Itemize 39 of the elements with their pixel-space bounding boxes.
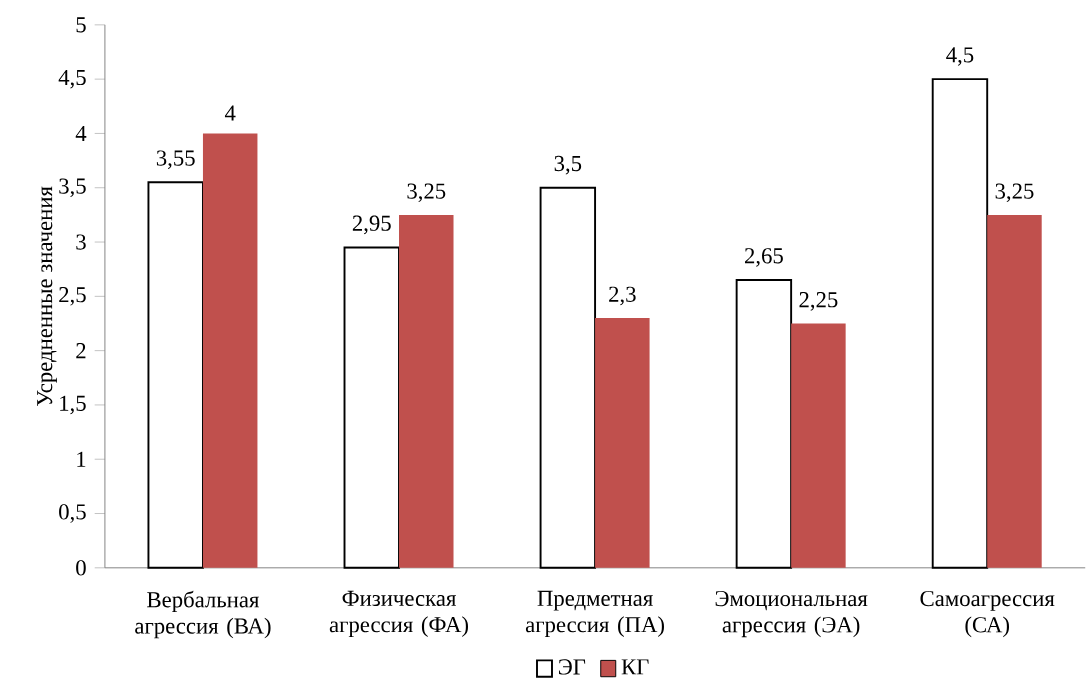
y-tick-label: 2,5 [59, 287, 86, 306]
bar [399, 214, 454, 568]
y-tick-label: 0,5 [59, 504, 86, 523]
y-tick-label: 1,5 [60, 395, 86, 415]
data-label: 2,95 [352, 215, 391, 235]
bar [987, 214, 1042, 568]
x-tick-label: Самоагрессия (СА) [920, 590, 1055, 638]
y-tick-label: 5 [76, 17, 86, 33]
data-label: 2,25 [799, 292, 838, 311]
data-label: 4,5 [946, 47, 974, 66]
bar [343, 246, 400, 569]
y-tick-label: 3,5 [59, 178, 86, 198]
y-axis-title: Усредненные значения [37, 186, 57, 406]
y-tick-label: 4 [75, 125, 87, 141]
bar [539, 186, 597, 569]
y-tick-label: 2 [76, 343, 86, 359]
legend-label: КГ [621, 659, 649, 675]
data-label: 3,25 [407, 183, 446, 203]
bar [791, 323, 846, 568]
y-tick-label: 3 [76, 234, 86, 250]
y-tick-label: 1 [77, 451, 86, 467]
bar [595, 318, 650, 568]
bar [202, 133, 258, 568]
x-tick-label: Эмоциональная агрессия (ЭА) [715, 590, 868, 638]
data-label: 4 [224, 105, 236, 121]
x-tick-label: Физическая агрессия (ФА) [329, 590, 469, 637]
x-tick-label: Вербальная агрессия (ВА) [135, 590, 271, 639]
x-tick-label: Предметная агрессия (ПА) [525, 590, 664, 637]
y-tick-label: 0 [76, 560, 86, 576]
data-label: 3,5 [554, 155, 582, 175]
data-label: 2,65 [745, 248, 783, 267]
data-label: 3,25 [995, 183, 1034, 203]
y-tick-label: 4,5 [58, 69, 86, 89]
data-label: 3,55 [156, 150, 195, 169]
bar [931, 78, 989, 569]
bar [735, 279, 793, 569]
legend-label: ЭГ [558, 659, 586, 675]
bar [147, 181, 204, 569]
data-label: 2,3 [609, 286, 636, 306]
